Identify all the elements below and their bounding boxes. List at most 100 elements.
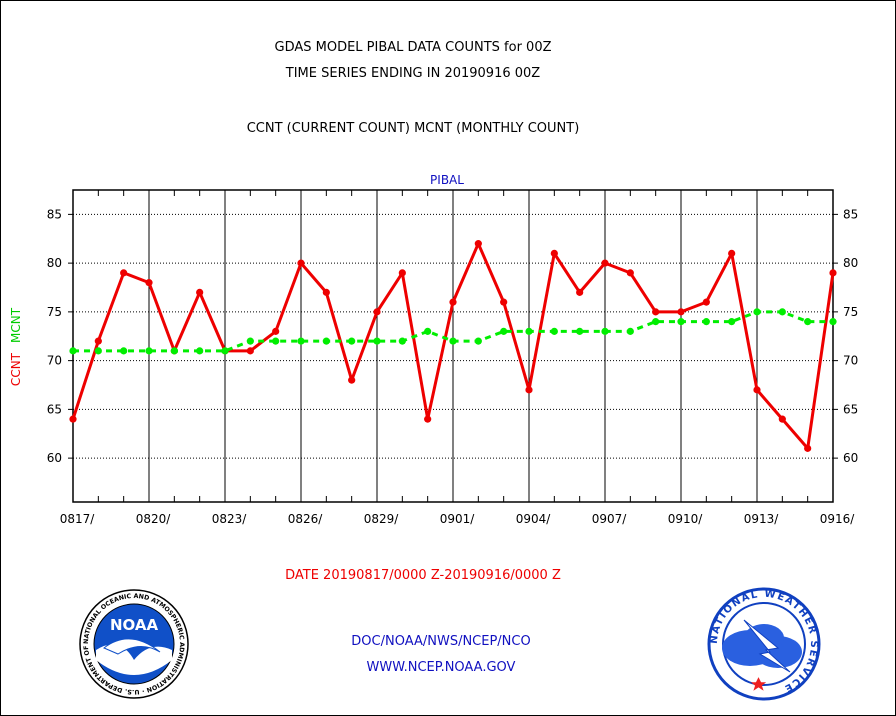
svg-text:NATIONAL OCEANIC AND ATMOSPHER: NATIONAL OCEANIC AND ATMOSPHERIC ADMINIS… — [0, 0, 185, 695]
y-tick-label-left-75: 75 — [47, 305, 62, 319]
point-mcnt-0829 — [373, 337, 381, 345]
point-mcnt-0830 — [398, 337, 406, 345]
point-mcnt-0915 — [804, 318, 812, 326]
point-ccnt-0829 — [373, 308, 381, 316]
point-ccnt-0824 — [246, 347, 254, 355]
point-ccnt-0820 — [145, 279, 153, 287]
point-ccnt-0830 — [398, 269, 406, 277]
point-ccnt-0904 — [525, 386, 533, 394]
point-ccnt-0822 — [196, 288, 204, 296]
point-ccnt-0907 — [601, 259, 609, 267]
point-ccnt-0826 — [297, 259, 305, 267]
point-mcnt-0821 — [170, 347, 178, 355]
point-mcnt-0825 — [272, 337, 280, 345]
y-axis-label-mcnt: MCNT — [9, 307, 23, 343]
point-mcnt-0904 — [525, 327, 533, 335]
point-mcnt-0903 — [500, 327, 508, 335]
point-ccnt-0825 — [272, 327, 280, 335]
date-range: DATE 20190817/0000 Z-20190916/0000 Z — [285, 568, 561, 583]
point-ccnt-0905 — [550, 249, 558, 257]
y-tick-label-left-80: 80 — [47, 256, 62, 270]
point-mcnt-0914 — [778, 308, 786, 316]
x-tick-label-5: 0901/ — [440, 512, 476, 526]
chart-title-line2: TIME SERIES ENDING IN 20190916 00Z — [285, 66, 541, 81]
point-mcnt-0820 — [145, 347, 153, 355]
x-tick-label-10: 0916/ — [820, 512, 856, 526]
point-mcnt-0909 — [652, 318, 660, 326]
x-tick-label-6: 0904/ — [516, 512, 552, 526]
plot-border — [72, 189, 834, 503]
point-ccnt-0817 — [69, 415, 77, 423]
noaa-logo-text: NOAA — [110, 616, 159, 634]
y-tick-label-right-80: 80 — [843, 256, 858, 270]
y-tick-label-right-65: 65 — [843, 402, 858, 416]
svg-text:CCNTMCNT: CCNT MCNT — [9, 307, 23, 386]
y-axis-label-ccnt: CCNT — [9, 352, 23, 386]
point-mcnt-0827 — [322, 337, 330, 345]
point-mcnt-0912 — [728, 318, 736, 326]
point-mcnt-0916 — [829, 318, 837, 326]
x-tick-label-0: 0817/ — [60, 512, 96, 526]
x-tick-label-4: 0829/ — [364, 512, 400, 526]
point-mcnt-0902 — [474, 337, 482, 345]
point-mcnt-0826 — [297, 337, 305, 345]
point-ccnt-0915 — [804, 444, 812, 452]
point-mcnt-0818 — [94, 347, 102, 355]
legend-text: CCNT (CURRENT COUNT) MCNT (MONTHLY COUNT… — [247, 121, 580, 136]
point-ccnt-0916 — [829, 269, 837, 277]
y-tick-label-left-60: 60 — [47, 451, 62, 465]
x-tick-label-2: 0823/ — [212, 512, 248, 526]
point-mcnt-0823 — [221, 347, 229, 355]
point-mcnt-0908 — [626, 327, 634, 335]
point-ccnt-0827 — [322, 288, 330, 296]
point-mcnt-0911 — [702, 318, 710, 326]
point-ccnt-0903 — [500, 298, 508, 306]
y-tick-label-right-85: 85 — [843, 207, 858, 221]
point-ccnt-0910 — [677, 308, 685, 316]
y-tick-label-left-65: 65 — [47, 402, 62, 416]
point-mcnt-0828 — [348, 337, 356, 345]
point-ccnt-0914 — [778, 415, 786, 423]
point-ccnt-0911 — [702, 298, 710, 306]
point-ccnt-0908 — [626, 269, 634, 277]
point-ccnt-0828 — [348, 376, 356, 384]
credit-line1: DOC/NOAA/NWS/NCEP/NCO — [351, 634, 530, 649]
point-mcnt-0910 — [677, 318, 685, 326]
point-ccnt-0818 — [94, 337, 102, 345]
point-mcnt-0906 — [576, 327, 584, 335]
point-mcnt-0901 — [449, 337, 457, 345]
point-mcnt-0822 — [196, 347, 204, 355]
point-ccnt-0831 — [424, 415, 432, 423]
point-mcnt-0907 — [601, 327, 609, 335]
y-tick-label-right-60: 60 — [843, 451, 858, 465]
point-mcnt-0905 — [550, 327, 558, 335]
point-ccnt-0902 — [474, 240, 482, 248]
noaa-ring-text: NATIONAL OCEANIC AND ATMOSPHERIC ADMINIS… — [0, 0, 185, 695]
point-ccnt-0901 — [449, 298, 457, 306]
point-mcnt-0817 — [69, 347, 77, 355]
panel-label: PIBAL — [430, 173, 464, 187]
point-mcnt-0913 — [753, 308, 761, 316]
point-mcnt-0831 — [424, 327, 432, 335]
x-tick-label-8: 0910/ — [668, 512, 704, 526]
y-tick-label-right-75: 75 — [843, 305, 858, 319]
nws-logo: NATIONAL WEATHER SERVICE — [707, 587, 821, 701]
point-ccnt-0906 — [576, 288, 584, 296]
x-tick-label-7: 0907/ — [592, 512, 628, 526]
x-tick-label-1: 0820/ — [136, 512, 172, 526]
noaa-logo: NOAA NATIONAL OCEANIC AND ATMOSPHERIC AD… — [0, 0, 189, 699]
y-tick-label-left-85: 85 — [47, 207, 62, 221]
credit-line2: WWW.NCEP.NOAA.GOV — [367, 660, 516, 675]
y-tick-label-right-70: 70 — [843, 354, 858, 368]
point-ccnt-0913 — [753, 386, 761, 394]
chart-title-line1: GDAS MODEL PIBAL DATA COUNTS for 00Z — [275, 40, 552, 55]
point-ccnt-0912 — [728, 249, 736, 257]
point-mcnt-0819 — [120, 347, 128, 355]
x-tick-label-3: 0826/ — [288, 512, 324, 526]
x-tick-label-9: 0913/ — [744, 512, 780, 526]
y-axis-label: CCNT MCNT — [9, 307, 23, 386]
plot-area: 60 60 65 65 70 70 75 75 80 80 85 85 0817/0820/0823/0… — [47, 189, 858, 526]
point-mcnt-0824 — [246, 337, 254, 345]
y-tick-label-left-70: 70 — [47, 354, 62, 368]
